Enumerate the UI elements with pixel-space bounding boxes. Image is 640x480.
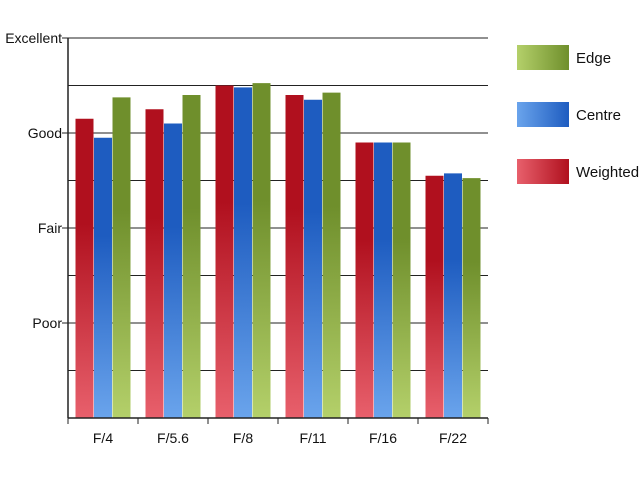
y-axis-tick-labels: Poor Fair Good Excellent: [5, 30, 62, 331]
bar-weighted-1: [145, 109, 164, 418]
legend-label-edge: Edge: [576, 50, 611, 67]
x-tick-label: F/5.6: [157, 430, 189, 446]
bar-edge-0: [112, 97, 131, 418]
legend: Edge Centre Weighted: [517, 45, 639, 184]
legend-label-centre: Centre: [576, 107, 621, 124]
legend-swatch-edge: [517, 45, 569, 70]
bar-edge-1: [182, 95, 201, 418]
bar-centre-4: [374, 142, 392, 418]
bar-centre-5: [444, 173, 462, 418]
bars: [75, 83, 481, 419]
bar-centre-0: [94, 137, 112, 418]
bar-centre-2: [234, 87, 252, 419]
bar-weighted-2: [215, 85, 234, 418]
y-tick-label: Excellent: [5, 30, 62, 46]
bar-edge-3: [322, 92, 341, 418]
bar-edge-4: [392, 142, 411, 418]
y-tick-label: Fair: [38, 220, 62, 236]
bar-centre-3: [304, 99, 322, 418]
axes: [67, 38, 489, 424]
y-tick-label: Good: [28, 125, 62, 141]
bar-weighted-4: [355, 142, 374, 418]
grid-lines: [62, 37, 488, 371]
bar-edge-2: [252, 83, 271, 418]
y-tick-label: Poor: [32, 315, 62, 331]
bar-edge-5: [462, 178, 481, 418]
x-axis-tick-labels: F/4 F/5.6 F/8 F/11 F/16 F/22: [93, 430, 467, 446]
legend-swatch-centre: [517, 102, 569, 127]
x-tick-label: F/22: [439, 430, 467, 446]
bar-weighted-3: [285, 95, 304, 418]
bar-weighted-5: [425, 175, 444, 418]
x-tick-label: F/16: [369, 430, 397, 446]
legend-swatch-weighted: [517, 159, 569, 184]
x-tick-label: F/11: [300, 430, 327, 446]
bar-centre-1: [164, 123, 182, 418]
legend-label-weighted: Weighted: [576, 164, 639, 181]
x-tick-label: F/8: [233, 430, 253, 446]
x-tick-label: F/4: [93, 430, 113, 446]
bar-weighted-0: [75, 118, 94, 418]
